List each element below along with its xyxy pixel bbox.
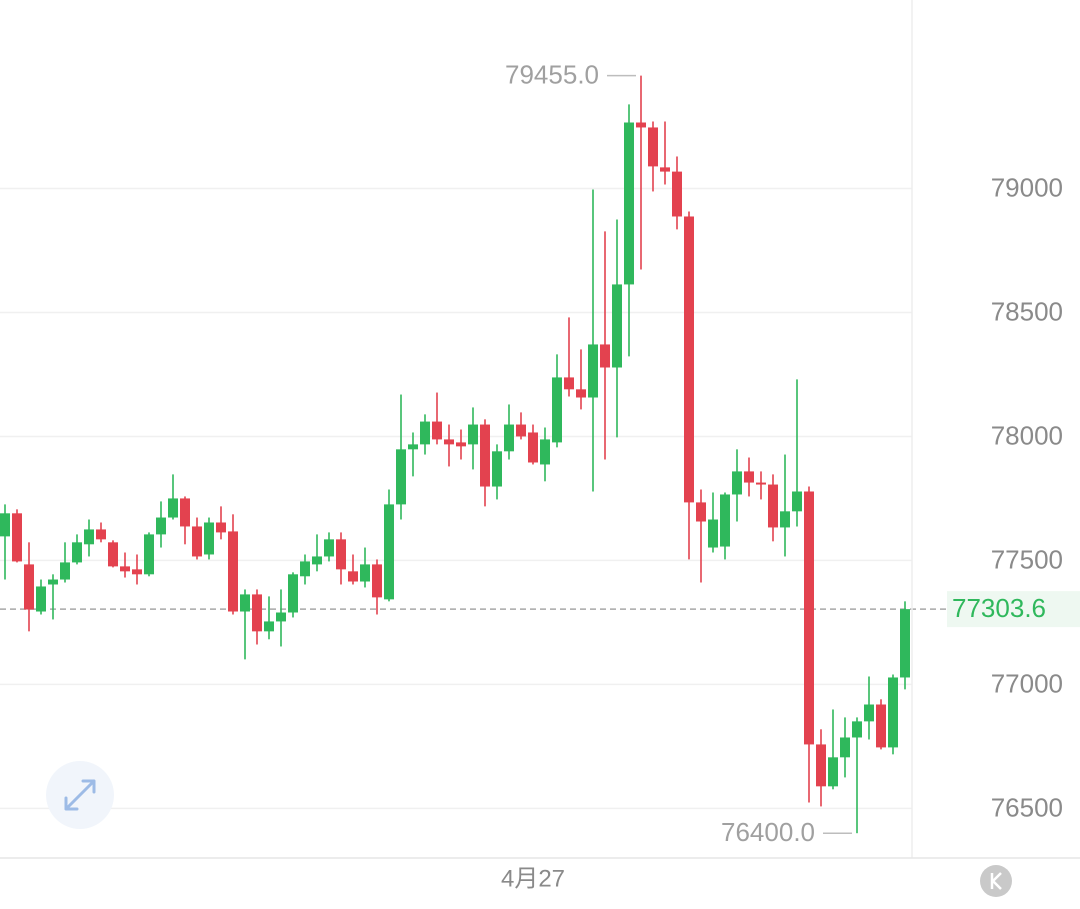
- candle-body: [60, 562, 70, 580]
- last-price-label: 77303.6: [952, 593, 1046, 623]
- k-button[interactable]: [980, 865, 1012, 897]
- k-icon[interactable]: [990, 872, 1002, 890]
- candle-body: [780, 511, 790, 528]
- candle-body: [192, 526, 202, 557]
- candle-body: [432, 421, 442, 440]
- candle-body: [108, 542, 118, 567]
- candle-body: [132, 569, 142, 575]
- candle-body: [732, 471, 742, 495]
- y-tick-label: 78000: [991, 420, 1063, 450]
- candle-body: [456, 442, 466, 447]
- candle-body: [288, 574, 298, 613]
- candle-body: [840, 737, 850, 758]
- candle-body: [384, 504, 394, 600]
- candle-body: [396, 449, 406, 505]
- candle-body: [876, 704, 886, 748]
- candle-body: [228, 531, 238, 612]
- candle-body: [576, 389, 586, 398]
- candle-body: [372, 564, 382, 598]
- extreme-label: 79455.0: [505, 60, 599, 90]
- candle-body: [888, 677, 898, 748]
- y-tick-label: 78500: [991, 296, 1063, 326]
- candle-body: [708, 519, 718, 548]
- k-button-bg[interactable]: [980, 865, 1012, 897]
- candle-body: [816, 744, 826, 787]
- candle-body: [528, 432, 538, 463]
- candle-body: [204, 522, 214, 555]
- candle-body: [768, 484, 778, 528]
- candle-body: [312, 556, 322, 565]
- expand-button[interactable]: [46, 761, 114, 829]
- y-tick-label: 77000: [991, 668, 1063, 698]
- candle-body: [300, 561, 310, 577]
- candle-body: [480, 424, 490, 487]
- candle-body: [444, 439, 454, 445]
- candle-body: [804, 491, 814, 745]
- candle-body: [180, 498, 190, 527]
- candle-body: [240, 594, 250, 612]
- candle-body: [468, 424, 478, 445]
- candle-body: [744, 471, 754, 483]
- candle-body: [36, 586, 46, 612]
- candle-body: [900, 609, 910, 678]
- candle-body: [336, 539, 346, 570]
- candle-body: [792, 491, 802, 512]
- candle-body: [252, 594, 262, 632]
- candle-body: [348, 571, 358, 582]
- candle-body: [264, 621, 274, 632]
- candle-body: [276, 612, 286, 622]
- extreme-label: 76400.0: [721, 817, 815, 847]
- candle-body: [516, 424, 526, 437]
- candle-body: [156, 517, 166, 535]
- candle-body: [720, 494, 730, 547]
- candle-body: [408, 444, 418, 450]
- candle-body: [660, 167, 670, 172]
- candle-body: [756, 482, 766, 485]
- candle-body: [72, 542, 82, 563]
- candle-body: [588, 344, 598, 398]
- expand-icon[interactable]: [64, 779, 96, 811]
- candle-body: [684, 216, 694, 503]
- candle-body: [540, 439, 550, 465]
- candle-body: [864, 704, 874, 722]
- last-price-box: [947, 591, 1080, 628]
- candle-body: [564, 377, 574, 390]
- candle-body: [12, 513, 22, 562]
- candle-body: [612, 284, 622, 368]
- y-tick-label: 76500: [991, 792, 1063, 822]
- candle-body: [504, 424, 514, 452]
- y-tick-label: 77500: [991, 544, 1063, 574]
- candle-body: [216, 522, 226, 533]
- candle-body: [0, 513, 10, 537]
- candle-body: [120, 566, 130, 572]
- candle-body: [420, 421, 430, 445]
- candle-body: [48, 579, 58, 585]
- candle-body: [624, 122, 634, 285]
- candle-body: [144, 534, 154, 575]
- candle-body: [324, 539, 334, 557]
- candle-body: [852, 721, 862, 738]
- candle-body: [636, 122, 646, 128]
- candle-body: [24, 564, 34, 610]
- candle-body: [828, 757, 838, 787]
- candle-body: [84, 529, 94, 545]
- candle-body: [672, 171, 682, 217]
- candle-body: [96, 529, 106, 540]
- candle-body: [360, 564, 370, 582]
- candle-body: [696, 502, 706, 522]
- candle-body: [552, 377, 562, 443]
- candle-body: [492, 451, 502, 487]
- y-tick-label: 79000: [991, 172, 1063, 202]
- candle-body: [168, 498, 178, 518]
- candle-body: [648, 127, 658, 167]
- x-tick-label: 4月27: [501, 865, 565, 892]
- candle-body: [600, 344, 610, 368]
